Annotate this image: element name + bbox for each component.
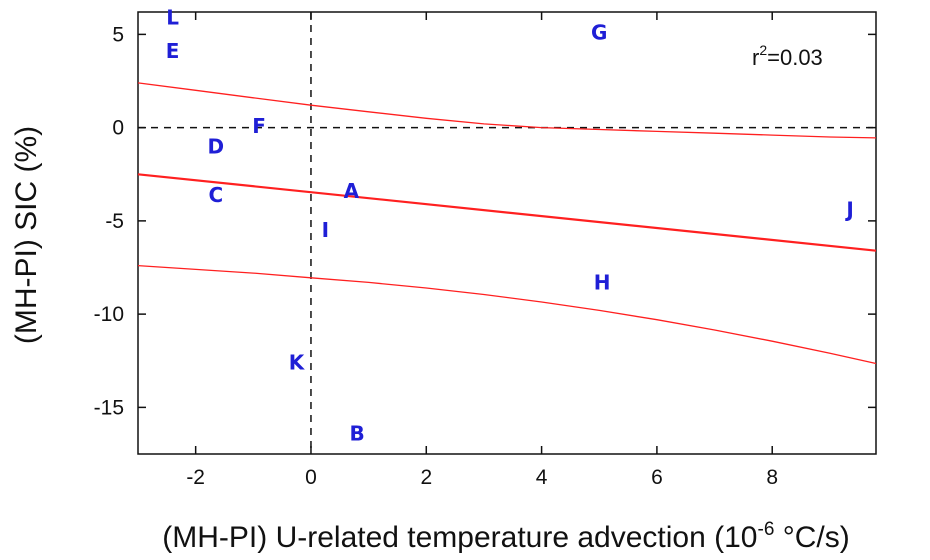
- data-points: LE G F D C AI J H K B: [137, 6, 877, 445]
- plot-area: [137, 11, 877, 455]
- x-axis-label: (MH-PI) U-related temperature advection …: [162, 519, 849, 554]
- data-point-k: K: [289, 351, 306, 375]
- x-tick-label: 8: [766, 466, 778, 489]
- confidence-band-lower: [137, 264, 877, 365]
- y-axis-label: (MH-PI) SIC (%): [10, 126, 43, 344]
- y-tick-label: -15: [94, 396, 124, 419]
- data-point-j: J: [844, 198, 853, 222]
- data-point-a: A: [344, 179, 360, 203]
- data-point-f: F: [252, 114, 266, 138]
- r-squared-annotation: r2=0.03: [752, 42, 823, 70]
- data-point-c: C: [208, 183, 223, 207]
- data-point-e: E: [166, 39, 180, 63]
- data-point-b: B: [349, 421, 364, 445]
- confidence-band-upper: [137, 82, 877, 139]
- data-point-i: I: [322, 218, 329, 242]
- x-tick-label: -2: [186, 466, 205, 489]
- plot-frame: [137, 11, 877, 455]
- y-tick-label: 5: [112, 23, 124, 46]
- data-point-g: G: [591, 21, 607, 45]
- x-axis-ticks: -2 0 2 4 6 8: [186, 12, 778, 489]
- regression-line: [137, 173, 877, 252]
- x-tick-label: 6: [651, 466, 663, 489]
- y-tick-label: -10: [94, 303, 124, 326]
- y-tick-label: -5: [105, 210, 124, 233]
- x-tick-label: 0: [305, 466, 317, 489]
- x-tick-label: 2: [420, 466, 432, 489]
- y-axis-ticks: 5 0 -5 -10 -15: [94, 23, 876, 419]
- x-tick-label: 4: [536, 466, 548, 489]
- y-tick-label: 0: [112, 117, 124, 140]
- data-point-d: D: [208, 134, 225, 158]
- data-point-l: L: [166, 6, 179, 30]
- data-point-h: H: [594, 270, 611, 294]
